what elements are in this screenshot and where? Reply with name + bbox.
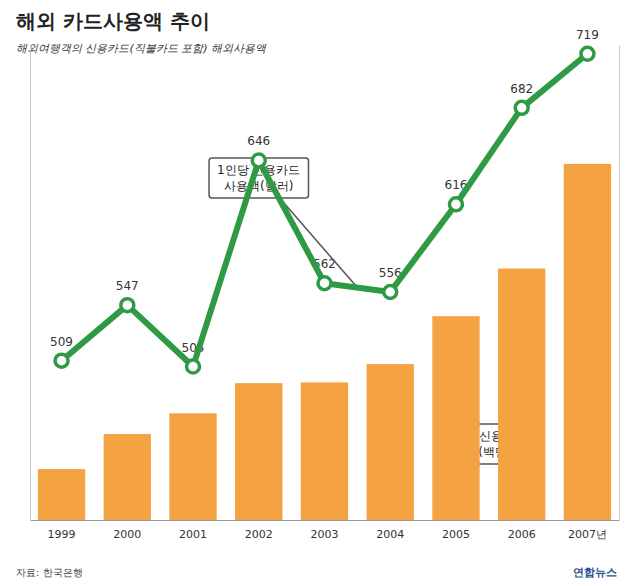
x-tick: 2006: [508, 520, 536, 541]
point-label: 547: [116, 279, 139, 293]
line-callout: 1인당 신용카드사용액(달러): [209, 158, 357, 288]
credit: 연합뉴스: [573, 566, 617, 579]
y-axis-line: [30, 46, 31, 521]
marker: [318, 277, 331, 290]
x-tick-label: 2000: [113, 528, 141, 541]
point-label: 509: [50, 335, 73, 349]
x-tick-label: 2003: [311, 528, 339, 541]
y2-axis: [619, 46, 620, 521]
marker: [252, 154, 265, 167]
bar: [104, 434, 151, 520]
x-tick: 2003: [311, 520, 339, 541]
x-tick: 2007년: [568, 520, 607, 541]
x-axis: 1999 2000 2001 2002 2003 2004 2005 2006 2007년: [31, 520, 620, 541]
bar: [498, 269, 545, 520]
marks: [38, 47, 611, 520]
x-tick-label: 2005: [442, 528, 470, 541]
marker: [384, 286, 397, 299]
subtitle: 해외여행객의 신용카드(직불카드 포함) 해외사용액: [16, 42, 267, 55]
bar: [235, 383, 282, 520]
chart: 해외 카드사용액 추이해외여행객의 신용카드(직불카드 포함) 해외사용액 199…: [0, 0, 631, 586]
bar: [169, 413, 216, 520]
bar: [564, 164, 611, 520]
plot: 199920002001200220032004200520062007년911…: [31, 28, 620, 541]
x-tick-label: 2002: [245, 528, 273, 541]
bar: [367, 364, 414, 520]
bar: [301, 382, 348, 520]
x-tick-label: 2007년: [568, 528, 607, 541]
title: 해외 카드사용액 추이: [16, 9, 210, 33]
x-tick: 2004: [376, 520, 404, 541]
source: 자료: 한국은행: [16, 567, 83, 578]
bar: [432, 316, 479, 520]
x-tick: 2005: [442, 520, 470, 541]
marker: [581, 47, 594, 60]
x-tick: 1999: [48, 520, 76, 541]
y2-axis-line: [619, 46, 620, 521]
marker: [515, 101, 528, 114]
marker: [55, 354, 68, 367]
marker: [449, 198, 462, 211]
x-tick-label: 2004: [376, 528, 404, 541]
x-tick-label: 2006: [508, 528, 536, 541]
x-axis-line: [31, 520, 620, 521]
y-axis: [30, 46, 31, 521]
point-label: 682: [510, 82, 533, 96]
line: [62, 54, 588, 367]
x-tick: 2000: [113, 520, 141, 541]
point-label: 719: [576, 28, 599, 42]
x-tick: 2001: [179, 520, 207, 541]
marker: [121, 299, 134, 312]
marker: [187, 360, 200, 373]
bar: [38, 469, 85, 520]
point-label: 646: [247, 134, 270, 148]
x-tick: 2002: [245, 520, 273, 541]
x-tick-label: 2001: [179, 528, 207, 541]
x-tick-label: 1999: [48, 528, 76, 541]
